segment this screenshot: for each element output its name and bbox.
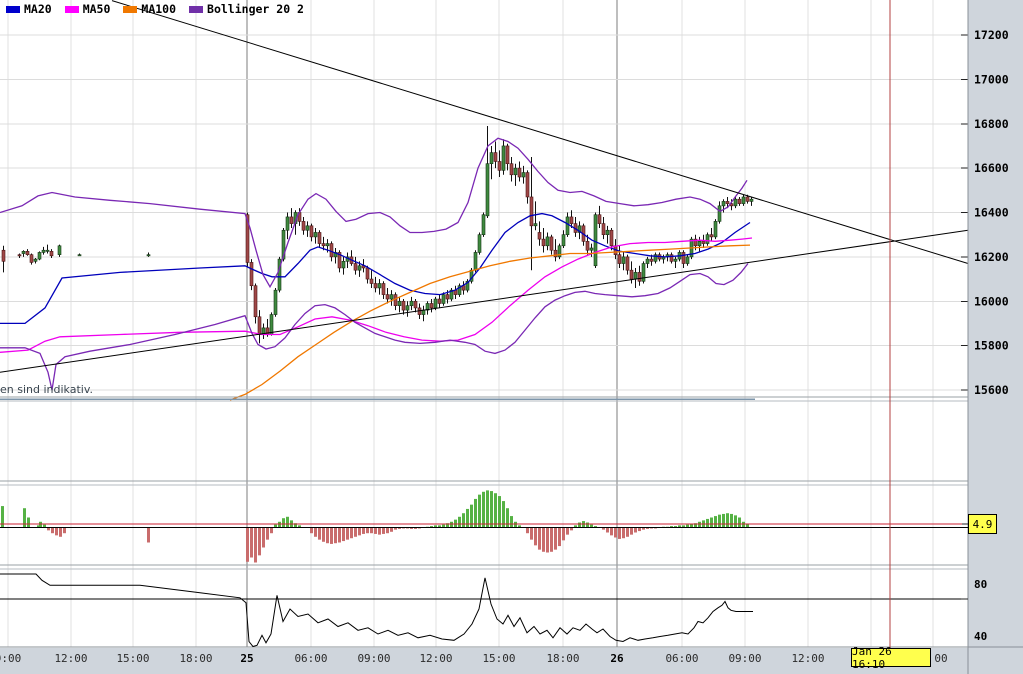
- svg-text:12:00: 12:00: [419, 652, 452, 665]
- stoch-level-40-label: 40: [974, 630, 988, 643]
- legend: MA20 MA50 MA100 Bollinger 20 2: [6, 2, 304, 16]
- legend-swatch-icon: [189, 5, 204, 13]
- svg-text:17000: 17000: [974, 72, 1009, 86]
- cursor-time-badge: Jan 26 16:10: [851, 645, 931, 671]
- svg-text:09:00: 09:00: [728, 652, 761, 665]
- svg-text:15:00: 15:00: [482, 652, 515, 665]
- svg-text:18:00: 18:00: [546, 652, 579, 665]
- svg-text:09:00: 09:00: [357, 652, 390, 665]
- price-axis[interactable]: [968, 0, 1023, 648]
- legend-item-label: Bollinger 20 2: [207, 2, 304, 16]
- legend-item-label: MA100: [141, 2, 177, 16]
- svg-text:16400: 16400: [974, 206, 1009, 220]
- svg-text:15800: 15800: [974, 339, 1009, 353]
- legend-item-ma20[interactable]: MA20: [6, 2, 52, 16]
- svg-text:18:00: 18:00: [179, 652, 212, 665]
- legend-swatch-icon: [123, 5, 138, 13]
- legend-item-ma50[interactable]: MA50: [64, 2, 111, 16]
- svg-text:15:00: 15:00: [116, 652, 149, 665]
- svg-text:12:00: 12:00: [791, 652, 824, 665]
- svg-text:25: 25: [240, 652, 253, 665]
- legend-swatch-icon: [64, 5, 79, 13]
- time-axis[interactable]: [0, 648, 1023, 674]
- legend-item-label: MA20: [24, 2, 52, 16]
- legend-item-label: MA50: [82, 2, 111, 16]
- svg-text:06:00: 06:00: [665, 652, 698, 665]
- svg-text:17200: 17200: [974, 28, 1009, 42]
- svg-text:15600: 15600: [974, 383, 1009, 397]
- svg-text:12:00: 12:00: [54, 652, 87, 665]
- svg-text:06:00: 06:00: [294, 652, 327, 665]
- macd-value-badge: 4.9: [968, 514, 997, 534]
- svg-text:16200: 16200: [974, 250, 1009, 264]
- svg-text:16800: 16800: [974, 117, 1009, 131]
- stoch-level-80-label: 80: [974, 578, 988, 591]
- svg-text:9:00: 9:00: [0, 652, 21, 665]
- svg-text:26: 26: [610, 652, 624, 665]
- indicative-quotes-watermark: en sind indikativ.: [0, 383, 93, 396]
- legend-item-ma100[interactable]: MA100: [123, 2, 176, 16]
- svg-text:16600: 16600: [974, 161, 1009, 175]
- svg-text:16000: 16000: [974, 294, 1009, 308]
- legend-item-bollinger-20-2[interactable]: Bollinger 20 2: [189, 2, 304, 16]
- svg-text:00: 00: [934, 652, 947, 665]
- legend-swatch-icon: [6, 5, 20, 13]
